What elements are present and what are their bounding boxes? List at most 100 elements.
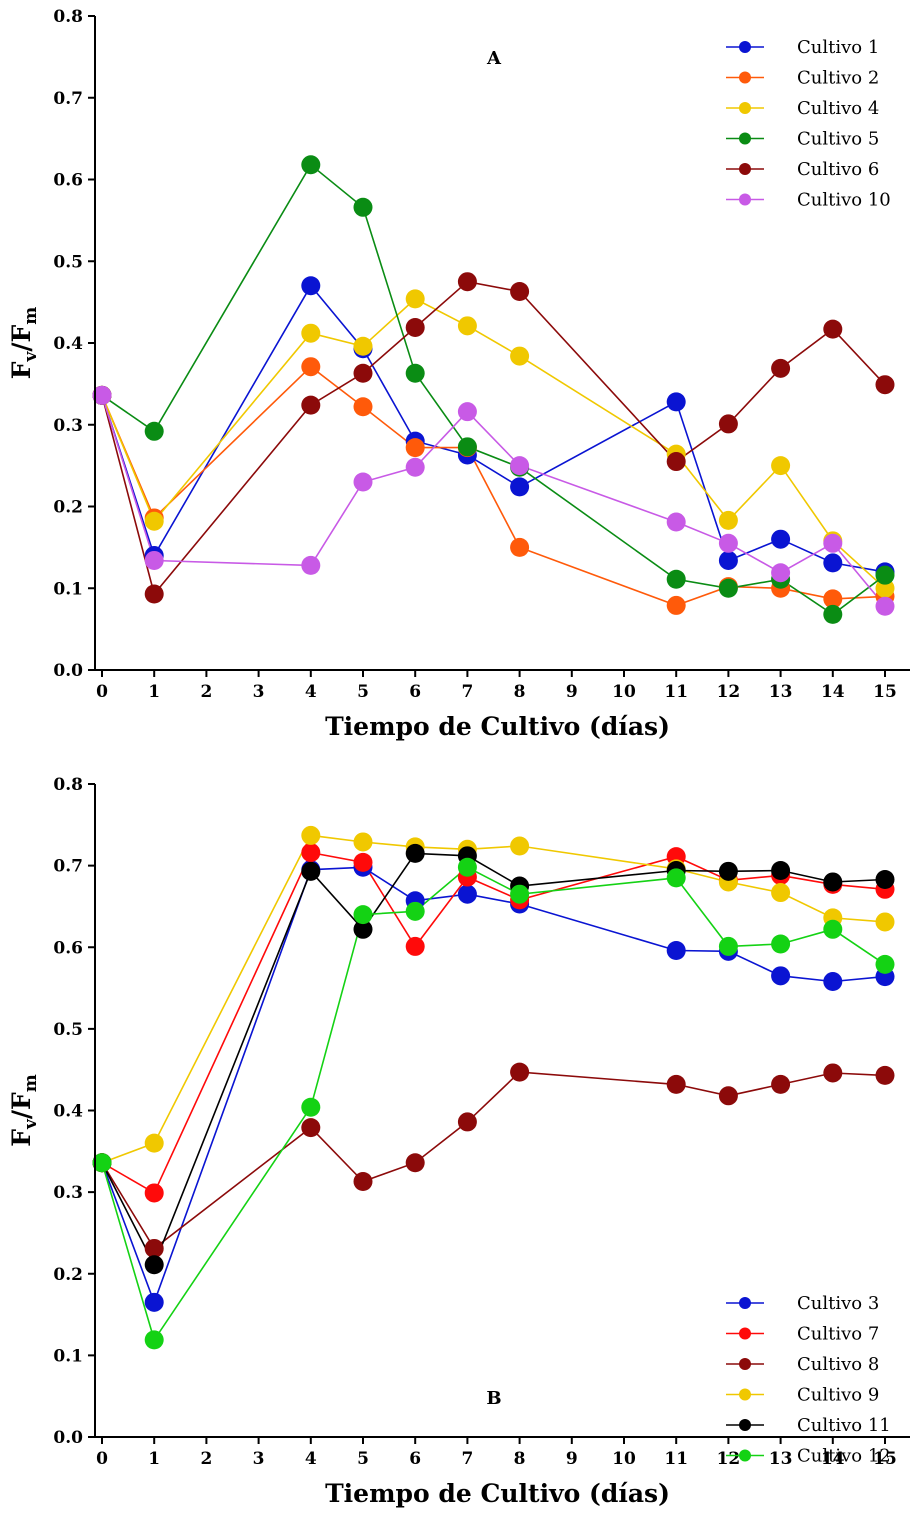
data-point <box>301 843 321 863</box>
data-point <box>666 1074 686 1094</box>
series-line <box>101 866 886 1342</box>
data-point <box>823 972 843 992</box>
data-point <box>301 395 321 415</box>
data-point <box>875 912 895 932</box>
data-point <box>405 317 425 337</box>
data-point <box>875 565 895 585</box>
legend-label: Cultivo 10 <box>797 190 891 211</box>
data-point <box>353 832 373 852</box>
data-point <box>353 1172 373 1192</box>
data-point <box>510 346 530 366</box>
data-point <box>718 414 738 434</box>
x-tick-label: 15 <box>873 682 897 702</box>
series-line <box>101 297 886 589</box>
x-tick-label: 1 <box>148 1449 160 1469</box>
x-tick-label: 2 <box>200 1449 212 1469</box>
x-tick-label: 0 <box>96 1449 108 1469</box>
data-point <box>510 884 530 904</box>
x-tick-label: 5 <box>357 682 369 702</box>
data-point <box>457 437 477 457</box>
data-point <box>144 511 164 531</box>
x-tick-label: 8 <box>514 682 526 702</box>
ticks: 0.00.10.20.30.40.50.60.70.80 1 2 3 4 5 6 7 8 9 10 1… <box>53 7 896 702</box>
y-axis-title-sub-m: m <box>21 307 41 325</box>
y-tick-label: 0.4 <box>53 334 83 354</box>
x-tick-label: 0 <box>96 682 108 702</box>
data-point <box>353 905 373 925</box>
x-tick-label: 2 <box>200 682 212 702</box>
y-axis-title-main: F <box>7 361 36 379</box>
legend-label: Cultivo 11 <box>797 1415 891 1436</box>
data-point <box>457 857 477 877</box>
y-tick-label: 0.8 <box>53 7 83 27</box>
data-point <box>510 281 530 301</box>
series-line <box>101 395 886 607</box>
x-tick-label: 12 <box>717 682 741 702</box>
legend-marker <box>739 1327 751 1340</box>
y-tick-label: 0.3 <box>53 416 83 436</box>
data-point <box>405 289 425 309</box>
data-point <box>301 276 321 296</box>
data-point <box>144 550 164 570</box>
data-point <box>718 861 738 881</box>
data-point <box>405 1153 425 1173</box>
data-point <box>457 402 477 422</box>
data-point <box>718 578 738 598</box>
data-point <box>823 553 843 573</box>
y-tick-label: 0.2 <box>53 1265 83 1285</box>
x-tick-label: 1 <box>148 682 160 702</box>
x-tick-label: 10 <box>612 1449 636 1469</box>
x-tick-label: 4 <box>305 1449 317 1469</box>
data-point <box>771 861 791 881</box>
legend-marker <box>739 1297 751 1309</box>
ticks: 0.00.10.20.30.40.50.60.70.80 1 2 3 4 5 6 7 8 9 10 1… <box>53 775 896 1469</box>
data-point <box>144 1183 164 1203</box>
data-point <box>144 421 164 441</box>
x-tick-label: 11 <box>664 1449 688 1469</box>
data-point <box>144 1255 164 1275</box>
y-tick-label: 0.0 <box>53 661 83 681</box>
data-point <box>144 1133 164 1153</box>
legend-label: Cultivo 8 <box>797 1354 879 1375</box>
y-axis-title-main: F <box>7 1129 36 1147</box>
legend-marker <box>739 1419 751 1431</box>
panel-label: B <box>486 1388 501 1409</box>
plot-lines <box>101 834 886 1342</box>
panel-label: A <box>486 48 502 69</box>
data-point <box>771 966 791 986</box>
data-point <box>92 1153 112 1173</box>
data-point <box>301 861 321 881</box>
x-tick-label: 7 <box>461 682 473 702</box>
legend-label: Cultivo 1 <box>797 37 879 58</box>
series-line <box>101 834 886 1164</box>
data-point <box>405 438 425 458</box>
data-point <box>771 1074 791 1094</box>
series-line <box>101 851 886 1195</box>
data-point <box>875 1065 895 1085</box>
data-point <box>666 595 686 615</box>
x-tick-label: 3 <box>253 682 265 702</box>
legend-label: Cultivo 6 <box>797 159 879 180</box>
x-tick-label: 12 <box>717 1449 741 1469</box>
legend-marker <box>739 71 751 84</box>
data-point <box>823 604 843 624</box>
legend-marker <box>739 102 751 114</box>
legend-label: Cultivo 2 <box>797 68 879 89</box>
x-tick-label: 14 <box>821 682 845 702</box>
data-point <box>301 155 321 175</box>
y-tick-label: 0.5 <box>53 252 83 272</box>
data-point <box>510 1062 530 1082</box>
x-tick-label: 7 <box>461 1449 473 1469</box>
data-point <box>353 472 373 492</box>
x-tick-label: 14 <box>821 1449 845 1469</box>
y-tick-label: 0.2 <box>53 498 83 518</box>
data-point <box>510 456 530 476</box>
data-point <box>353 197 373 217</box>
data-point <box>875 870 895 890</box>
legend-label: Cultivo 12 <box>797 1446 891 1467</box>
data-point <box>875 375 895 395</box>
series-line <box>101 280 886 596</box>
y-tick-label: 0.4 <box>53 1102 83 1122</box>
data-point <box>405 843 425 863</box>
y-tick-label: 0.1 <box>53 1346 83 1366</box>
